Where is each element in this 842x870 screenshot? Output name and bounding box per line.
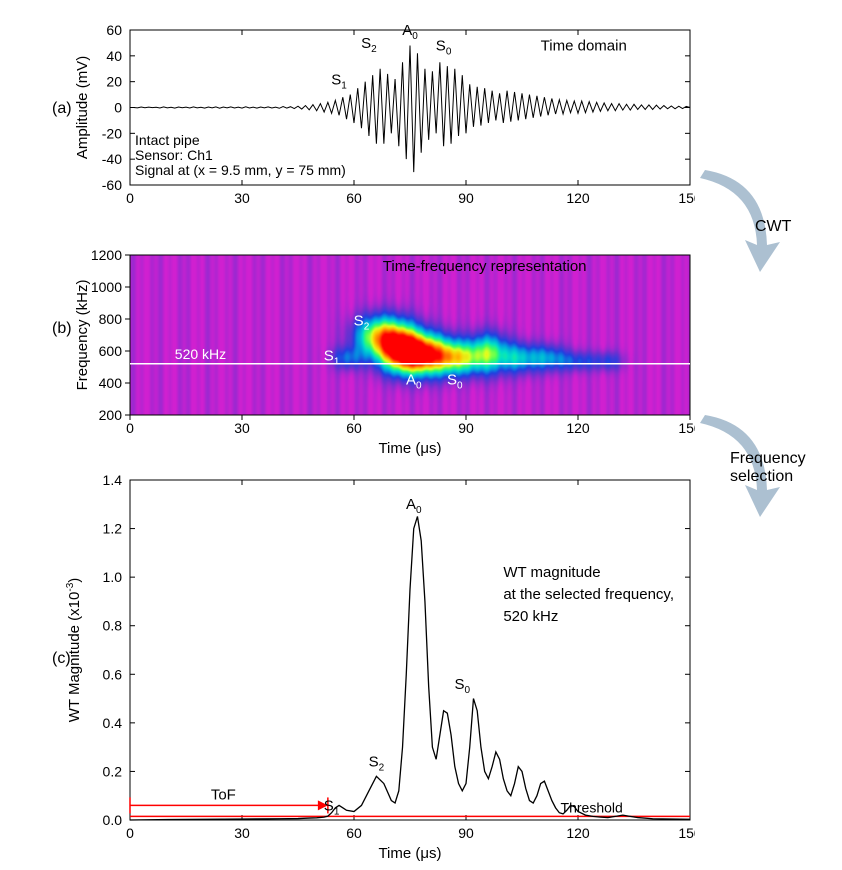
svg-text:90: 90 bbox=[458, 825, 474, 841]
svg-text:120: 120 bbox=[566, 825, 590, 841]
svg-text:0.6: 0.6 bbox=[103, 666, 123, 682]
svg-text:WT magnitude: WT magnitude bbox=[503, 564, 600, 581]
svg-text:0: 0 bbox=[126, 420, 134, 436]
svg-text:30: 30 bbox=[234, 190, 250, 206]
svg-text:Time domain: Time domain bbox=[541, 38, 627, 55]
svg-text:ToF: ToF bbox=[211, 786, 236, 803]
svg-text:20: 20 bbox=[106, 74, 122, 90]
svg-text:WT Magnitude (x10-3): WT Magnitude (x10-3) bbox=[65, 578, 83, 723]
svg-text:1200: 1200 bbox=[91, 250, 122, 263]
svg-text:Sensor: Ch1: Sensor: Ch1 bbox=[135, 147, 213, 163]
svg-text:at the selected frequency,: at the selected frequency, bbox=[503, 586, 674, 603]
svg-text:520 kHz: 520 kHz bbox=[503, 608, 558, 625]
svg-text:520 kHz: 520 kHz bbox=[175, 346, 226, 362]
svg-text:Threshold: Threshold bbox=[561, 799, 623, 815]
svg-text:600: 600 bbox=[99, 343, 123, 359]
svg-text:0: 0 bbox=[126, 190, 134, 206]
svg-text:Signal at (x = 9.5 mm, y = 75: Signal at (x = 9.5 mm, y = 75 mm) bbox=[135, 162, 346, 178]
svg-text:90: 90 bbox=[458, 190, 474, 206]
svg-text:60: 60 bbox=[106, 25, 122, 38]
svg-text:120: 120 bbox=[566, 190, 590, 206]
svg-text:400: 400 bbox=[99, 375, 123, 391]
svg-text:-40: -40 bbox=[102, 151, 122, 167]
svg-text:Time-frequency representation: Time-frequency representation bbox=[383, 258, 587, 275]
svg-text:30: 30 bbox=[234, 825, 250, 841]
svg-text:Time (μs): Time (μs) bbox=[378, 440, 441, 457]
svg-text:60: 60 bbox=[346, 420, 362, 436]
svg-text:60: 60 bbox=[346, 190, 362, 206]
svg-text:150: 150 bbox=[678, 190, 695, 206]
svg-text:1.4: 1.4 bbox=[103, 475, 123, 488]
svg-text:30: 30 bbox=[234, 420, 250, 436]
svg-text:Frequency (kHz): Frequency (kHz) bbox=[75, 280, 91, 391]
label-freqsel: Frequency selection bbox=[730, 450, 806, 486]
svg-text:200: 200 bbox=[99, 407, 123, 423]
svg-text:0.0: 0.0 bbox=[103, 812, 123, 828]
svg-text:150: 150 bbox=[678, 420, 695, 436]
svg-text:-20: -20 bbox=[102, 125, 122, 141]
svg-text:0.2: 0.2 bbox=[103, 763, 123, 779]
panel-letter-a: (a) bbox=[52, 100, 72, 118]
svg-text:Intact pipe: Intact pipe bbox=[135, 132, 200, 148]
svg-text:Amplitude (mV): Amplitude (mV) bbox=[75, 56, 91, 159]
svg-text:60: 60 bbox=[346, 825, 362, 841]
svg-text:0: 0 bbox=[126, 825, 134, 841]
svg-text:800: 800 bbox=[99, 311, 123, 327]
svg-text:Time (μs): Time (μs) bbox=[378, 845, 441, 862]
label-cwt: CWT bbox=[755, 218, 791, 236]
svg-text:0.4: 0.4 bbox=[103, 715, 123, 731]
svg-text:0: 0 bbox=[114, 100, 122, 116]
svg-text:-60: -60 bbox=[102, 177, 122, 193]
panel-letter-b: (b) bbox=[52, 320, 72, 338]
svg-text:1.2: 1.2 bbox=[103, 521, 123, 537]
svg-text:0.8: 0.8 bbox=[103, 618, 123, 634]
svg-text:150: 150 bbox=[678, 825, 695, 841]
panel-a: 0 30 60 90 120 150 -60 -40 -20 0 20 40 60 Amplitude (… bbox=[75, 25, 695, 225]
svg-text:40: 40 bbox=[106, 48, 122, 64]
svg-text:1000: 1000 bbox=[91, 279, 122, 295]
svg-text:1.0: 1.0 bbox=[103, 569, 123, 585]
panel-c: 0 30 60 90 120 150 0.0 0.2 0.4 0.6 0.8 1.0 1.2 1.4 WT … bbox=[65, 475, 695, 870]
panel-b: 520 kHz Time-frequency representation 0 30 6… bbox=[75, 250, 695, 465]
svg-text:120: 120 bbox=[566, 420, 590, 436]
svg-text:90: 90 bbox=[458, 420, 474, 436]
